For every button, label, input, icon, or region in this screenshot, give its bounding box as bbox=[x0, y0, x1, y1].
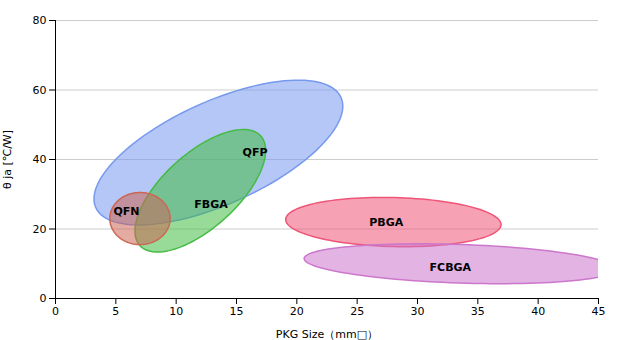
svg-text:60: 60 bbox=[33, 84, 47, 97]
svg-text:QFP: QFP bbox=[243, 146, 268, 159]
svg-text:FBGA: FBGA bbox=[194, 198, 228, 211]
svg-text:30: 30 bbox=[411, 305, 425, 318]
svg-text:35: 35 bbox=[471, 305, 485, 318]
svg-text:20: 20 bbox=[290, 305, 304, 318]
svg-text:QFN: QFN bbox=[113, 205, 139, 218]
svg-text:40: 40 bbox=[531, 305, 545, 318]
svg-text:25: 25 bbox=[350, 305, 364, 318]
svg-text:θ ja [℃/W]: θ ja [℃/W] bbox=[1, 130, 14, 189]
svg-text:40: 40 bbox=[33, 153, 47, 166]
svg-text:45: 45 bbox=[592, 305, 606, 318]
svg-text:10: 10 bbox=[169, 305, 183, 318]
svg-text:15: 15 bbox=[230, 305, 244, 318]
svg-text:PKG Size（mm□）: PKG Size（mm□） bbox=[276, 328, 378, 340]
svg-text:0: 0 bbox=[40, 292, 47, 305]
svg-text:80: 80 bbox=[33, 14, 47, 27]
svg-text:PBGA: PBGA bbox=[369, 216, 403, 229]
svg-text:0: 0 bbox=[52, 305, 59, 318]
svg-text:20: 20 bbox=[33, 223, 47, 236]
svg-text:FCBGA: FCBGA bbox=[430, 261, 472, 274]
svg-text:5: 5 bbox=[112, 305, 119, 318]
